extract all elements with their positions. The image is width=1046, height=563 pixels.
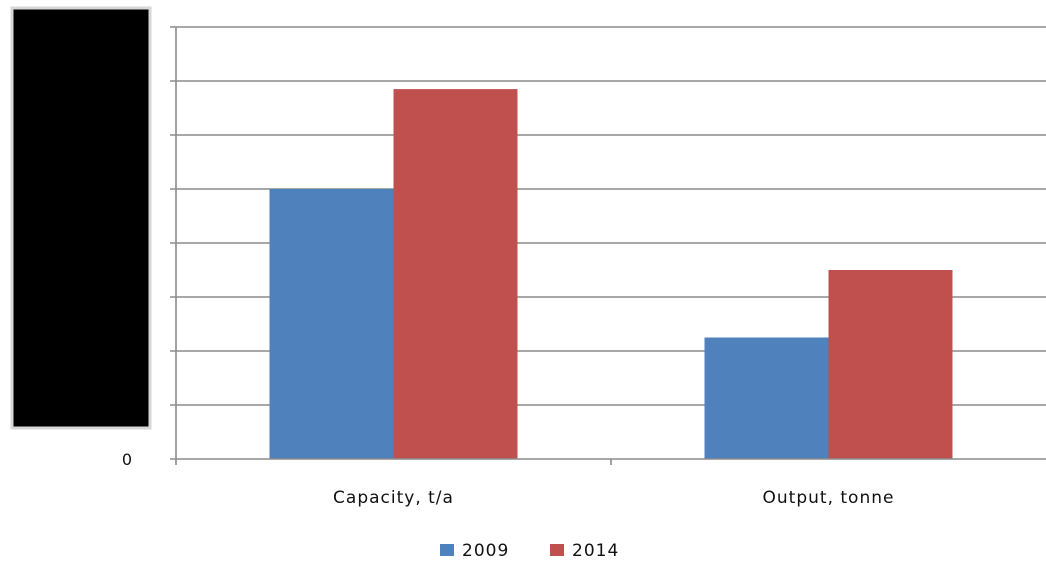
bar-2009-output bbox=[704, 337, 829, 459]
legend-label-2014: 2014 bbox=[572, 541, 619, 561]
category-label: Output, tonne bbox=[763, 488, 895, 508]
category-label: Capacity, t/a bbox=[333, 488, 454, 508]
bar-2009-capacity bbox=[269, 189, 394, 459]
bar-2014-capacity bbox=[393, 89, 518, 459]
y-tick-label: 0 bbox=[122, 450, 132, 469]
legend-swatch-2009 bbox=[440, 544, 454, 556]
bars bbox=[269, 89, 953, 459]
legend-label-2009: 2009 bbox=[462, 541, 509, 561]
bar-2014-output bbox=[828, 270, 953, 459]
redaction-box bbox=[10, 6, 152, 430]
category-labels: Capacity, t/a Output, tonne bbox=[333, 488, 895, 508]
legend-swatch-2014 bbox=[550, 544, 564, 556]
y-tick-labels: 0 bbox=[122, 450, 132, 469]
legend: 2009 2014 bbox=[440, 541, 619, 561]
axes bbox=[170, 27, 1046, 465]
